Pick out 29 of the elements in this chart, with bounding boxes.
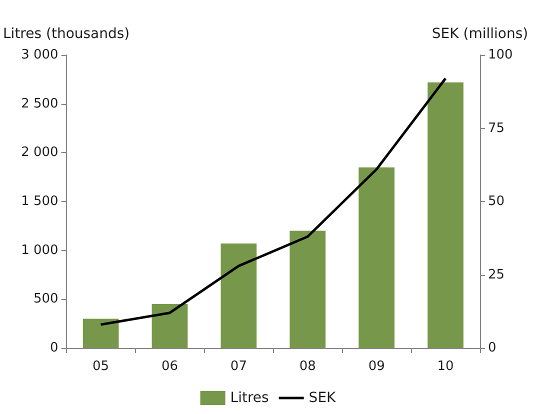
y2-tick-label: 100 <box>488 48 513 62</box>
x-tick-label: 10 <box>437 359 454 374</box>
y-tick-label: 0 <box>50 340 58 356</box>
y2-tick-label: 25 <box>488 267 505 282</box>
legend-label: SEK <box>308 390 337 406</box>
y2-tick-label: 50 <box>488 194 505 209</box>
y-tick-label: 1 500 <box>21 194 58 209</box>
bar <box>290 230 326 348</box>
y-tick-label: 1 000 <box>21 242 58 258</box>
x-tick-label: 09 <box>368 359 385 374</box>
bar <box>358 167 395 348</box>
y2-tick-label: 75 <box>488 120 505 136</box>
y2-tick-label: 0 <box>488 340 496 356</box>
x-tick-label: 06 <box>161 359 178 374</box>
y-tick-label: 2 000 <box>21 145 58 160</box>
y-axis-title: Litres (thousands) <box>3 26 130 42</box>
x-tick-label: 08 <box>299 359 316 374</box>
bar <box>220 243 257 348</box>
y2-axis-title: SEK (millions) <box>432 26 528 42</box>
x-tick-label: 07 <box>230 359 247 374</box>
y-tick-label: 500 <box>33 292 58 307</box>
line-series <box>100 77 447 326</box>
bar <box>82 318 119 348</box>
y-tick-label: 2 500 <box>21 96 58 112</box>
legend-label: Litres <box>230 390 269 406</box>
bar <box>428 82 464 348</box>
y-tick-label: 3 000 <box>21 48 58 62</box>
bar <box>152 304 188 348</box>
x-tick-label: 05 <box>92 359 110 374</box>
